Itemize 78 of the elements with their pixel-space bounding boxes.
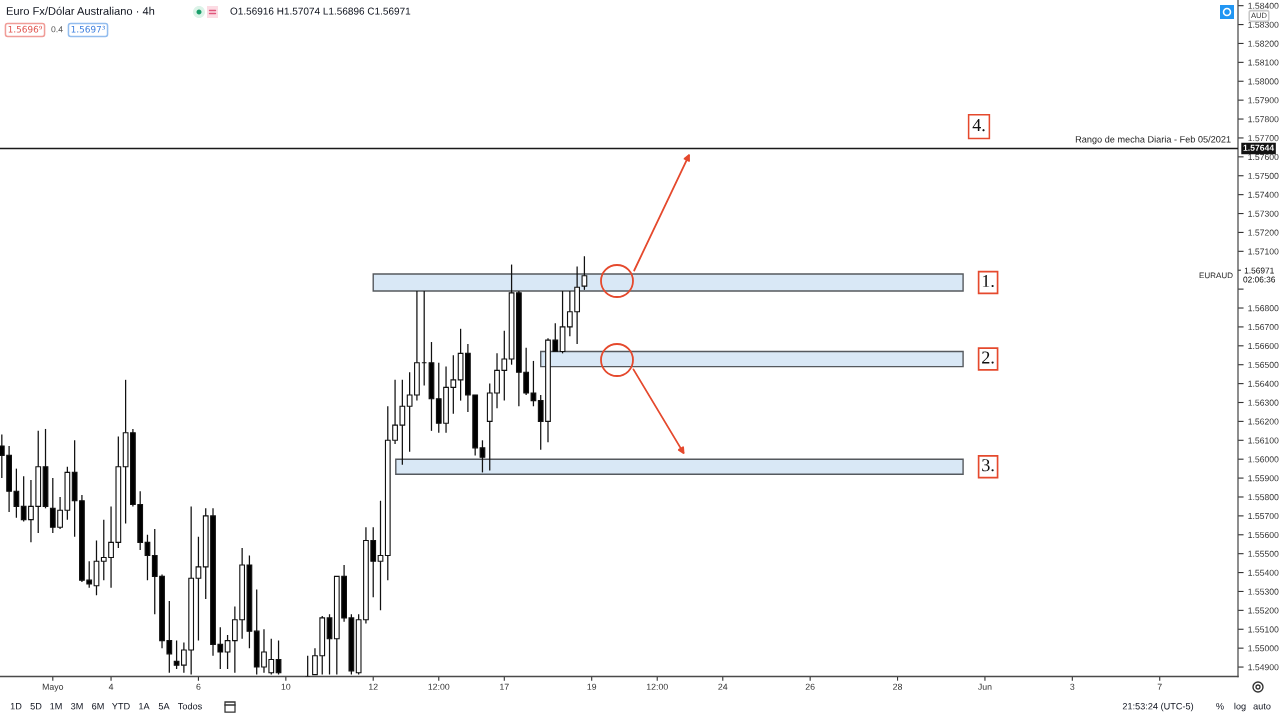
x-tick-label: 7 xyxy=(1157,683,1162,690)
y-tick-label: 1.56200 xyxy=(1248,418,1279,425)
x-tick-label: 10 xyxy=(281,683,291,690)
x-tick-label: 17 xyxy=(500,683,509,690)
text: Todos xyxy=(177,702,202,710)
x-tick-label: 28 xyxy=(893,683,903,690)
y-tick-label: 1.56800 xyxy=(1248,305,1279,312)
y-tick-label: 1.56000 xyxy=(1248,456,1279,463)
y-tick-label: 1.55400 xyxy=(1248,569,1279,576)
annotation: 4. xyxy=(972,119,985,132)
annotation: 1.56971 02:06:36 xyxy=(1243,267,1276,283)
y-tick-label: 1.58200 xyxy=(1248,40,1279,47)
x-tick-label: Jun xyxy=(978,683,992,690)
text: 5D xyxy=(30,703,42,710)
band-label: 3. xyxy=(982,459,994,472)
y-tick-label: 1.57100 xyxy=(1248,248,1279,255)
x-tick-label: Mayo xyxy=(42,683,64,692)
candlestick xyxy=(275,639,282,676)
y-tick-label: 1.57400 xyxy=(1248,191,1279,198)
band-label: 2. xyxy=(982,351,994,364)
candlestick xyxy=(377,500,384,611)
y-tick-label: 1.57200 xyxy=(1248,229,1279,236)
ref-line-label: Rango de mecha Diaria - Feb 05/2021 xyxy=(1075,135,1231,145)
y-tick-label: 1.58400 xyxy=(1248,2,1279,9)
y-tick-label: 1.57900 xyxy=(1248,97,1279,104)
text: 3M xyxy=(70,702,83,710)
y-tick-label: 1.57700 xyxy=(1248,135,1279,142)
y-tick-label: 1.56400 xyxy=(1248,380,1279,387)
x-tick-label: 3 xyxy=(1070,683,1075,690)
candlestick xyxy=(581,255,588,291)
y-tick-label: 1.58300 xyxy=(1248,21,1279,28)
x-tick-label: 12:00 xyxy=(428,683,450,690)
y-tick-label: 1.55800 xyxy=(1248,494,1279,501)
x-tick-label: 6 xyxy=(196,683,201,690)
annotation: 0.4 xyxy=(51,26,63,33)
y-tick-label: 1.58000 xyxy=(1248,78,1279,85)
y-tick-label: 1.55700 xyxy=(1248,512,1279,520)
y-tick-label: 1.56300 xyxy=(1248,399,1279,406)
x-tick-label: 24 xyxy=(718,683,728,690)
text: 21:53:24 (UTC-5) xyxy=(1122,702,1194,712)
text: auto xyxy=(1253,703,1271,710)
y-tick-label: 1.55600 xyxy=(1248,531,1279,538)
text: 1.57644 xyxy=(1243,144,1275,151)
text: 1M xyxy=(50,703,62,710)
text: 6M xyxy=(92,702,104,710)
y-tick-label: 1.56700 xyxy=(1248,324,1279,331)
text: 1A xyxy=(139,703,150,710)
y-tick-label: 1.56600 xyxy=(1248,342,1279,350)
y-tick-label: 1.55300 xyxy=(1248,588,1279,595)
x-tick-label: 26 xyxy=(805,683,815,690)
annotation: 1.5697³ xyxy=(71,25,105,33)
y-tick-label: 1.57300 xyxy=(1248,210,1279,217)
band-label: 1. xyxy=(982,274,994,288)
chart-title: Euro Fx/Dólar Australiano · 4h xyxy=(6,6,155,15)
text: log xyxy=(1234,702,1246,712)
x-tick-label: 4 xyxy=(108,683,114,690)
text: 5A xyxy=(158,703,170,710)
y-tick-label: 1.54900 xyxy=(1248,664,1279,671)
x-tick-label: 12 xyxy=(369,683,378,690)
annotation: 1.5696⁹ xyxy=(8,25,42,33)
y-tick-label: 1.56500 xyxy=(1248,361,1279,368)
y-tick-label: 1.55500 xyxy=(1248,550,1279,557)
annotation: EURAUD xyxy=(1199,272,1233,279)
y-tick-label: 1.56100 xyxy=(1248,437,1279,444)
y-tick-label: 1.58100 xyxy=(1248,59,1279,66)
x-tick-label: 19 xyxy=(587,683,597,690)
y-tick-label: 1.57500 xyxy=(1248,172,1279,179)
x-tick-label: 12:00 xyxy=(646,683,668,690)
y-tick-label: 1.57600 xyxy=(1248,153,1279,161)
y-tick-label: 1.55200 xyxy=(1248,607,1279,614)
text: O1.56916 H1.57074 L1.56896 C1.56971 xyxy=(230,7,411,15)
y-tick-label: 1.57800 xyxy=(1248,116,1279,123)
y-tick-label: 1.55900 xyxy=(1248,475,1279,482)
text: % xyxy=(1216,703,1224,710)
text: YTD xyxy=(112,703,130,710)
y-tick-label: 1.55000 xyxy=(1248,645,1279,652)
y-tick-label: 1.55100 xyxy=(1248,626,1279,633)
text: 1D xyxy=(10,703,22,710)
